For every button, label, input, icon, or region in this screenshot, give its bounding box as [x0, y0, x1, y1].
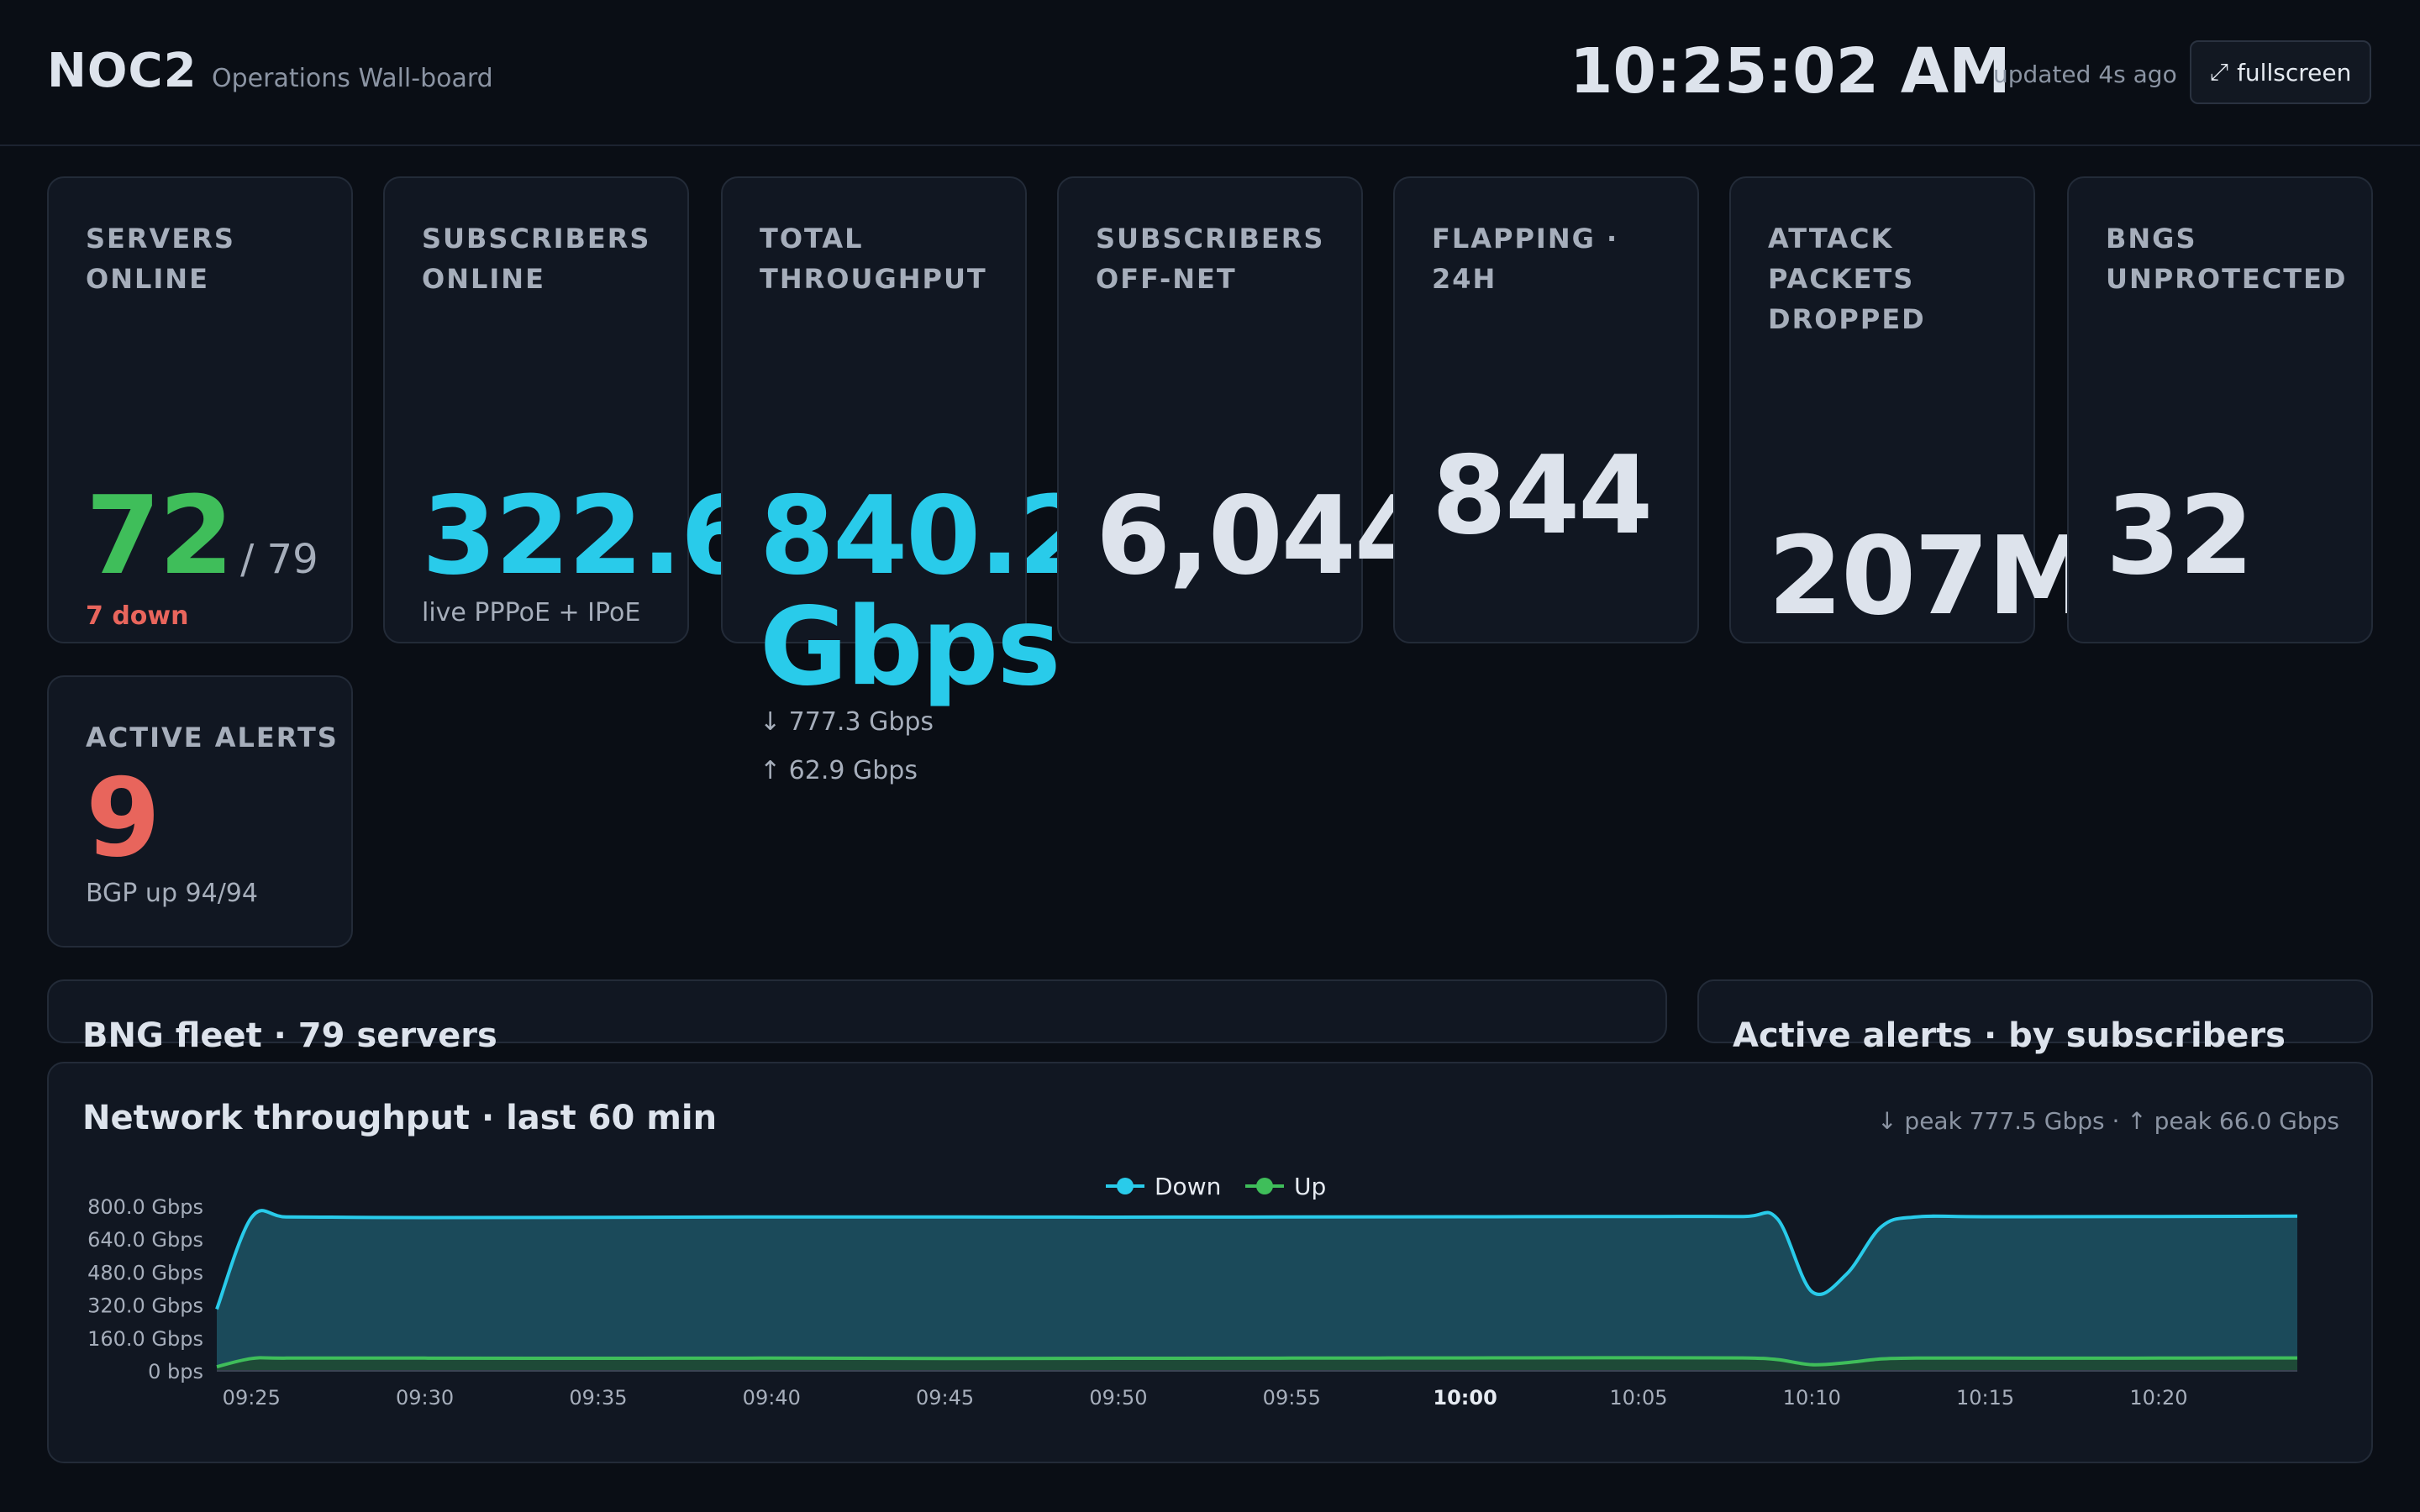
flapping-value: 844: [1432, 433, 1653, 559]
app-brand: NOC2: [47, 44, 197, 98]
last-updated: updated 4s ago: [1993, 60, 2177, 88]
attack-value: 207M: [1768, 514, 2095, 639]
card-label: SUBSCRIBERS OFF-NET: [1096, 223, 1325, 295]
bgp-status: BGP up 94/94: [86, 879, 258, 908]
card-label: FLAPPING · 24H: [1432, 223, 1619, 295]
bngs-value: 32: [2106, 474, 2254, 599]
top-bar: NOC2 Operations Wall-board 10:25:02 AM u…: [0, 0, 2420, 146]
card-bngs-unprotected: BNGS UNPROTECTED 32: [2067, 176, 2373, 643]
card-label: SERVERS ONLINE: [86, 223, 235, 295]
app-subtitle: Operations Wall-board: [212, 64, 493, 93]
card-attack-packets: ATTACK PACKETS DROPPED 207M: [1729, 176, 2095, 643]
alerts-value: 9: [86, 756, 160, 881]
throughput-down: ↓ 777.3 Gbps: [760, 707, 934, 737]
fullscreen-label: fullscreen: [2237, 58, 2352, 87]
bng-fleet-title: BNG fleet · 79 servers: [82, 1016, 497, 1055]
servers-down-note: 7 down: [86, 601, 189, 631]
card-subscribers-online: SUBSCRIBERS ONLINE 322.6 live PPPoE + IP…: [383, 176, 755, 643]
card-active-alerts: ACTIVE ALERTS 9 BGP up 94/94: [47, 675, 353, 948]
active-alerts-panel: [1697, 979, 2373, 1043]
card-flapping: FLAPPING · 24H 844: [1393, 176, 1699, 643]
peak-note: ↓ peak 777.5 Gbps · ↑ peak 66.0 Gbps: [1877, 1107, 2339, 1135]
card-label: ACTIVE ALERTS: [86, 722, 339, 753]
card-label: TOTAL THROUGHPUT: [760, 223, 987, 295]
card-label: BNGS UNPROTECTED: [2106, 223, 2348, 295]
card-label: ATTACK PACKETS DROPPED: [1768, 223, 1926, 335]
active-alerts-title: Active alerts · by subscribers: [1733, 1016, 2286, 1055]
throughput-up: ↑ 62.9 Gbps: [760, 756, 918, 785]
throughput-unit: Gbps: [760, 585, 1060, 710]
subscribers-online-value: 322.6: [422, 474, 755, 599]
offnet-value: 6,044: [1096, 474, 1429, 599]
chart-title: Network throughput · last 60 min: [82, 1099, 718, 1137]
throughput-value: 840.2: [760, 474, 1093, 599]
card-label: SUBSCRIBERS ONLINE: [422, 223, 651, 295]
card-total-throughput: TOTAL THROUGHPUT 840.2 Gbps ↓ 777.3 Gbps…: [721, 176, 1093, 785]
bng-fleet-panel: [47, 979, 1667, 1043]
card-subscribers-offnet: SUBSCRIBERS OFF-NET 6,044: [1057, 176, 1429, 643]
subscribers-note: live PPPoE + IPoE: [422, 598, 641, 627]
expand-icon: ⤢: [2209, 58, 2229, 86]
servers-online-value: 72/ 79: [86, 474, 318, 599]
servers-total: / 79: [240, 536, 318, 583]
clock: 10:25:02 AM: [1570, 35, 2011, 108]
fullscreen-button[interactable]: ⤢ fullscreen: [2190, 40, 2371, 104]
card-servers-online: SERVERS ONLINE 72/ 79 7 down: [47, 176, 353, 643]
